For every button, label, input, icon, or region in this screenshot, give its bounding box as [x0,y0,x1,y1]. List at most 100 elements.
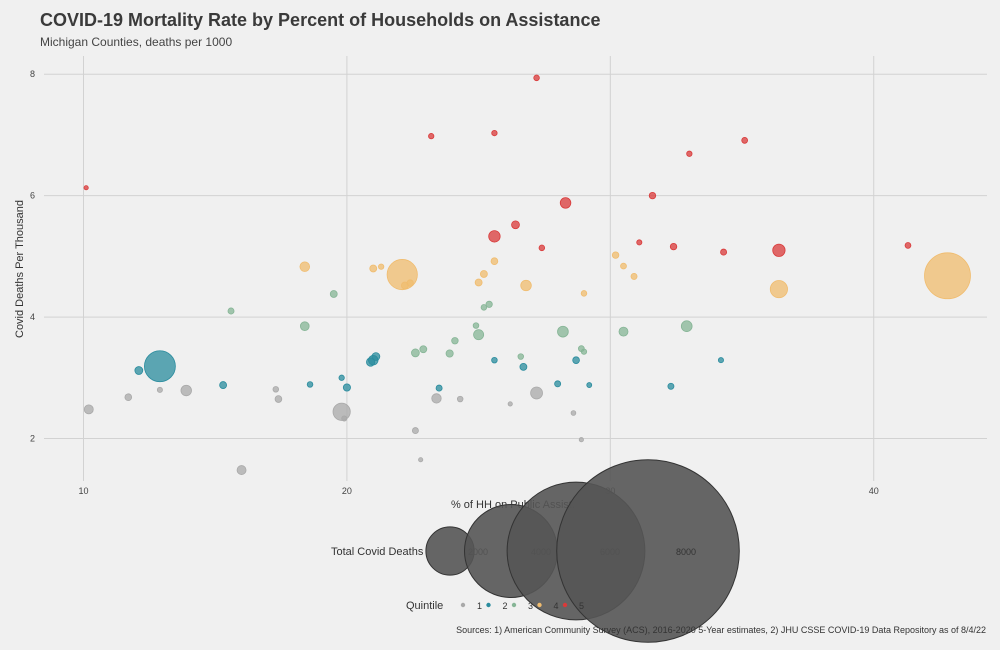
data-point [411,348,420,358]
x-tick-label: 40 [869,486,879,496]
color-legend-label: 3 [528,601,533,611]
data-point [428,133,435,140]
color-legend-swatch [486,602,491,608]
data-point [924,252,971,300]
data-point [299,261,311,272]
data-point [473,329,485,341]
data-point [680,320,693,332]
data-point [366,357,376,367]
y-tick-label: 6 [30,191,35,201]
data-point [572,356,580,364]
color-legend-swatch [562,602,568,608]
data-point [274,395,283,403]
color-legend-swatch [537,602,542,608]
size-legend-circle [556,459,740,643]
data-point [485,300,493,308]
data-point [411,427,419,435]
data-point [530,386,543,400]
data-point [580,348,588,355]
data-point [156,386,163,393]
data-point [667,382,675,390]
data-point [369,264,378,273]
data-point [431,393,442,404]
data-point [479,270,488,278]
data-point [554,380,562,388]
data-point [720,248,728,256]
x-axis-ticks: 10203040 [79,486,879,496]
data-point [636,239,643,246]
color-legend-title: Quintile [406,600,443,612]
data-point [669,242,678,251]
data-point [299,321,310,331]
data-point [904,242,912,249]
data-point [306,381,314,388]
data-point [406,279,414,287]
data-point [480,304,488,311]
data-point [570,410,577,416]
color-legend-label: 1 [477,601,482,611]
data-point [507,401,513,407]
chart-subtitle: Michigan Counties, deaths per 1000 [40,35,233,49]
data-point [180,384,192,397]
data-point [533,74,540,82]
data-point [83,404,94,415]
data-point [686,150,693,157]
data-point [419,345,428,354]
data-point [338,374,345,381]
data-point [586,382,593,388]
color-legend-swatch [511,602,517,608]
data-point [378,263,385,270]
x-tick-label: 10 [79,486,89,496]
data-points [83,74,971,475]
y-tick-label: 2 [30,434,35,444]
data-point [329,290,338,298]
data-point [559,197,572,209]
data-point [490,257,499,265]
data-point [519,362,528,371]
color-legend-label: 5 [579,601,584,611]
source-note: Sources: 1) American Community Survey (A… [456,625,986,635]
size-legend-label: 8000 [676,547,696,557]
data-point [538,244,546,252]
data-point [717,357,724,364]
size-legend-title: Total Covid Deaths [331,546,424,558]
data-point [456,395,464,403]
data-point [620,262,627,270]
grid-lines [44,56,987,481]
data-point [769,280,788,299]
data-point [83,185,89,191]
data-point [134,366,144,375]
x-tick-label: 20 [342,486,352,496]
data-point [488,230,501,243]
data-point [272,386,280,393]
data-point [611,251,620,259]
data-point [517,353,524,360]
data-point [580,290,588,297]
color-legend-label: 2 [503,601,508,611]
data-point [236,465,247,475]
data-point [491,356,498,364]
data-point [618,326,629,337]
data-point [491,129,498,137]
data-point [124,393,133,401]
y-tick-label: 4 [30,312,35,322]
data-point [511,220,520,230]
data-point [578,437,584,443]
data-point [227,307,235,315]
data-point [418,457,424,463]
data-point [630,272,638,280]
color-legend-swatch [460,602,466,608]
data-point [219,381,228,389]
data-point [435,384,443,392]
y-axis-ticks: 2 4 6 8 [30,69,35,443]
y-tick-label: 8 [30,69,35,79]
data-point [520,279,532,292]
data-point [557,325,569,338]
data-point [342,383,351,392]
size-legend: Total Covid Deaths 2000400060008000 [331,459,740,643]
color-legend-label: 4 [554,601,559,611]
data-point [371,352,381,361]
y-axis-label: Covid Deaths Per Thousand [14,200,26,338]
data-point [144,350,176,383]
